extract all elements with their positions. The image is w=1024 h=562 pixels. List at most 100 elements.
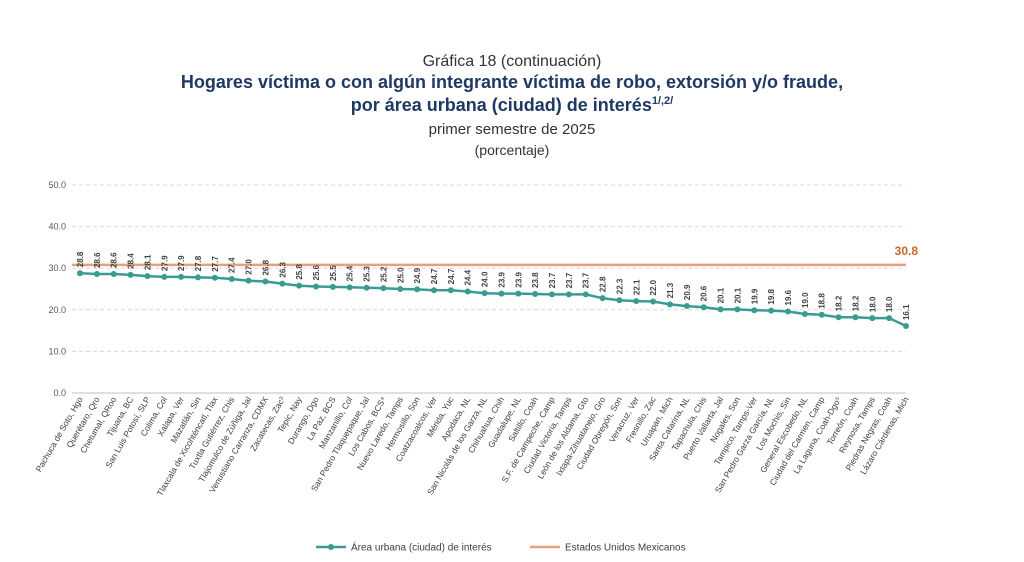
chart-kicker: Gráfica 18 (continuación) <box>422 53 602 70</box>
data-point-44 <box>818 311 825 318</box>
data-point-25 <box>498 290 505 297</box>
chart-title-line2-text: por área urbana (ciudad) de interés <box>350 95 652 115</box>
data-point-33 <box>633 298 640 305</box>
data-label-17: 25.3 <box>363 266 372 282</box>
data-label-33: 22.1 <box>632 279 641 295</box>
data-label-48: 18.0 <box>885 296 894 312</box>
data-label-8: 27.7 <box>211 256 220 272</box>
data-label-40: 19.9 <box>750 288 759 304</box>
data-point-3 <box>127 271 134 278</box>
data-point-8 <box>211 274 218 281</box>
data-label-24: 24.0 <box>481 271 490 287</box>
data-label-11: 26.8 <box>261 259 270 275</box>
data-label-28: 23.7 <box>548 272 557 288</box>
data-label-1: 28.6 <box>93 252 102 268</box>
data-label-23: 24.4 <box>464 269 473 285</box>
data-label-26: 23.9 <box>514 271 523 287</box>
data-label-46: 18.2 <box>851 295 860 311</box>
data-point-11 <box>262 278 269 285</box>
data-point-14 <box>313 283 319 290</box>
data-label-34: 22.0 <box>649 279 658 295</box>
data-point-43 <box>801 310 808 317</box>
data-point-17 <box>363 284 370 291</box>
data-label-27: 23.8 <box>531 272 540 288</box>
data-point-7 <box>195 274 201 281</box>
chart-title-line2: por área urbana (ciudad) de interés1/,2/ <box>0 95 1024 116</box>
data-label-10: 27.0 <box>245 259 254 275</box>
data-point-46 <box>852 314 859 321</box>
data-label-39: 20.1 <box>733 287 742 303</box>
data-point-26 <box>515 290 522 297</box>
data-point-27 <box>532 290 539 297</box>
data-label-12: 26.3 <box>278 261 287 277</box>
data-label-19: 25.0 <box>396 267 405 283</box>
chart-title-line1: Hogares víctima o con algún integrante v… <box>180 72 844 92</box>
data-label-32: 22.3 <box>615 278 624 294</box>
data-label-13: 25.8 <box>295 264 304 280</box>
y-tick-label-1: 10.0 <box>48 346 66 356</box>
data-label-5: 27.9 <box>160 255 169 271</box>
legend-series-label: Área urbana (ciudad) de interés <box>351 541 492 554</box>
y-tick-label-3: 30.0 <box>48 263 66 273</box>
data-point-4 <box>144 273 151 280</box>
data-label-21: 24.7 <box>430 268 439 284</box>
data-point-45 <box>835 314 842 321</box>
data-label-22: 24.7 <box>447 268 456 284</box>
y-tick-label-5: 50.0 <box>48 180 66 190</box>
data-label-15: 25.5 <box>329 265 338 281</box>
data-label-29: 23.7 <box>565 272 574 288</box>
data-label-7: 27.8 <box>194 255 203 271</box>
data-point-19 <box>397 286 404 292</box>
data-point-5 <box>161 273 168 280</box>
data-label-14: 25.6 <box>312 264 321 280</box>
data-label-31: 22.8 <box>599 276 608 292</box>
data-label-4: 28.1 <box>143 254 152 270</box>
data-label-0: 28.8 <box>76 251 85 267</box>
y-tick-label-2: 20.0 <box>48 305 66 315</box>
data-point-18 <box>380 285 387 292</box>
data-point-21 <box>431 287 437 294</box>
y-tick-label-0: 0.0 <box>53 388 66 398</box>
data-point-13 <box>296 282 303 289</box>
data-point-49 <box>903 323 909 330</box>
data-label-9: 27.4 <box>228 257 237 273</box>
data-point-2 <box>110 271 117 278</box>
data-point-31 <box>599 295 606 302</box>
data-point-47 <box>869 315 876 322</box>
data-point-28 <box>549 291 555 298</box>
data-label-37: 20.6 <box>700 285 709 301</box>
data-point-16 <box>346 284 353 291</box>
data-point-29 <box>565 291 572 298</box>
data-label-43: 19.0 <box>801 292 810 308</box>
chart-unit: (porcentaje) <box>474 142 550 158</box>
legend-series-marker <box>328 544 334 550</box>
reference-label: 30.8 <box>895 244 919 258</box>
data-label-30: 23.7 <box>582 272 591 288</box>
data-point-37 <box>700 304 707 311</box>
data-label-38: 20.1 <box>717 287 726 303</box>
data-point-42 <box>785 308 791 315</box>
data-label-3: 28.4 <box>127 253 136 269</box>
data-label-16: 25.4 <box>346 265 355 281</box>
data-point-22 <box>447 287 454 294</box>
data-point-40 <box>751 307 758 314</box>
data-point-24 <box>481 290 488 297</box>
data-label-41: 19.8 <box>767 289 776 305</box>
data-label-44: 18.8 <box>818 293 827 309</box>
data-point-36 <box>683 303 690 310</box>
data-point-38 <box>717 306 724 313</box>
data-label-25: 23.9 <box>497 271 506 287</box>
data-label-47: 18.0 <box>868 296 877 312</box>
chart-period: primer semestre de 2025 <box>428 121 596 138</box>
data-point-34 <box>650 298 657 305</box>
data-point-12 <box>279 280 286 287</box>
data-point-32 <box>616 297 623 304</box>
data-point-1 <box>93 271 100 278</box>
data-point-6 <box>178 273 185 280</box>
data-label-42: 19.6 <box>784 289 793 305</box>
data-point-20 <box>414 286 421 293</box>
y-tick-label-4: 40.0 <box>48 222 66 232</box>
data-point-0 <box>77 270 83 277</box>
data-point-9 <box>228 276 235 283</box>
data-label-49: 16.1 <box>902 304 911 320</box>
